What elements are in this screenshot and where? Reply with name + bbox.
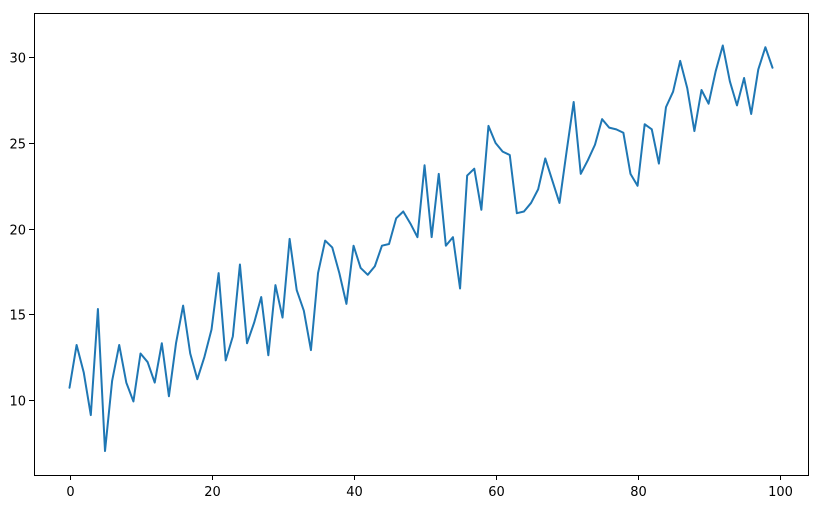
y-tick-label: 15 [9,309,26,324]
x-tick-label: 60 [488,485,505,500]
x-tick-label: 100 [768,485,793,500]
y-tick-label: 30 [9,52,26,67]
x-tick-label: 40 [346,485,363,500]
y-tick-label: 20 [9,224,26,239]
series-layer [68,44,774,453]
plot-frame [34,13,809,476]
x-axis: 0 20 40 60 80 100 [66,475,793,500]
plot-area [34,13,809,476]
x-tick-label: 0 [66,485,74,500]
x-tick-label: 80 [630,485,647,500]
y-tick-label: 10 [9,395,26,410]
y-axis: 10 15 20 25 30 [9,52,34,410]
y-tick-label: 25 [9,138,26,153]
series-line [68,44,774,453]
x-tick-label: 20 [204,485,221,500]
